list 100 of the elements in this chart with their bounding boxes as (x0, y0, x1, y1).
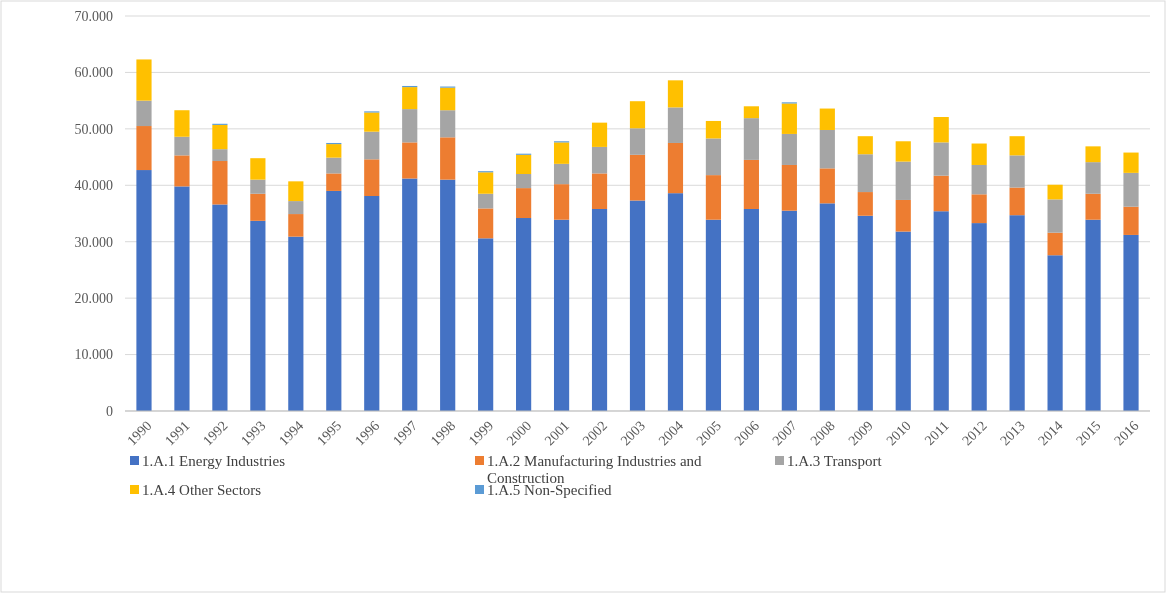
bar (478, 238, 494, 411)
bar (288, 236, 304, 411)
bar (440, 87, 456, 111)
bar (743, 159, 759, 209)
bar (591, 208, 608, 411)
y-tick-label: 60.000 (74, 65, 113, 81)
bar (819, 108, 835, 130)
bar (516, 154, 532, 174)
bar (933, 211, 949, 411)
bar (591, 122, 608, 147)
bar (553, 142, 570, 164)
bar (402, 109, 418, 143)
bar (136, 59, 152, 101)
bar (933, 117, 949, 143)
bar (364, 112, 380, 132)
bar (629, 200, 646, 411)
bar (705, 175, 722, 220)
bar (1009, 187, 1025, 216)
bar (478, 208, 494, 239)
bar (895, 161, 911, 200)
bar (667, 142, 684, 194)
bar (1009, 215, 1025, 411)
bar (857, 136, 873, 155)
bar (971, 164, 987, 195)
bar (1085, 193, 1101, 220)
bar (553, 184, 570, 220)
bar (326, 157, 342, 174)
bar (971, 194, 987, 224)
bar (288, 201, 304, 215)
bar (1047, 255, 1063, 411)
bar (516, 218, 532, 411)
bar (591, 146, 608, 174)
bar (440, 110, 456, 138)
bar (174, 155, 190, 187)
bar (895, 231, 911, 411)
y-tick-label: 40.000 (74, 178, 113, 194)
bar (212, 149, 228, 162)
bar (1047, 232, 1063, 256)
bar (781, 133, 797, 165)
bar (667, 193, 684, 411)
bar (781, 164, 797, 211)
bar (857, 192, 873, 216)
y-tick-label: 20.000 (74, 291, 113, 307)
bar (781, 103, 797, 134)
bar (971, 143, 987, 165)
bar (250, 179, 266, 194)
legend-label: 1.A.3 Transport (787, 453, 883, 470)
bar (819, 129, 835, 169)
y-tick-label: 10.000 (74, 347, 113, 363)
bar (516, 174, 532, 189)
bar (136, 170, 152, 411)
bar (212, 161, 228, 205)
bar (743, 208, 759, 411)
bar (1047, 199, 1063, 233)
bar (895, 141, 911, 162)
bar (440, 137, 456, 180)
bar (250, 158, 266, 180)
bar (705, 219, 722, 411)
bar (1085, 219, 1101, 411)
bar (933, 175, 949, 212)
bar (895, 199, 911, 232)
bar (478, 172, 494, 194)
bar (1085, 162, 1101, 194)
bar (1123, 172, 1139, 207)
bar (591, 173, 608, 209)
bar (174, 110, 190, 137)
bar (667, 107, 684, 143)
bar (212, 204, 228, 411)
bar (478, 193, 494, 209)
bar (326, 173, 342, 191)
bar (857, 215, 873, 411)
bar (326, 144, 342, 158)
bar (781, 210, 797, 411)
y-tick-label: 0 (106, 403, 113, 419)
y-tick-label: 50.000 (74, 121, 113, 137)
bar (250, 220, 266, 411)
bar (933, 142, 949, 176)
bar (1009, 136, 1025, 156)
legend-label: 1.A.5 Non-Specified (487, 482, 613, 499)
bar (1123, 234, 1139, 411)
bar (174, 136, 190, 156)
bar (402, 178, 418, 411)
bar (440, 179, 456, 411)
bar (705, 120, 722, 139)
bar (667, 80, 684, 108)
bar (364, 196, 380, 411)
bar (819, 203, 835, 411)
bar (1123, 206, 1139, 235)
bar (402, 142, 418, 179)
bar (364, 159, 380, 197)
bar (402, 87, 418, 110)
bar (1047, 184, 1063, 200)
bar (553, 219, 570, 411)
bar (326, 190, 342, 411)
bar (212, 124, 228, 150)
legend-label: 1.A.1 Energy Industries (142, 453, 286, 470)
bar (629, 128, 646, 155)
bar (629, 101, 646, 129)
bar (136, 126, 152, 171)
y-tick-label: 30.000 (74, 234, 113, 250)
